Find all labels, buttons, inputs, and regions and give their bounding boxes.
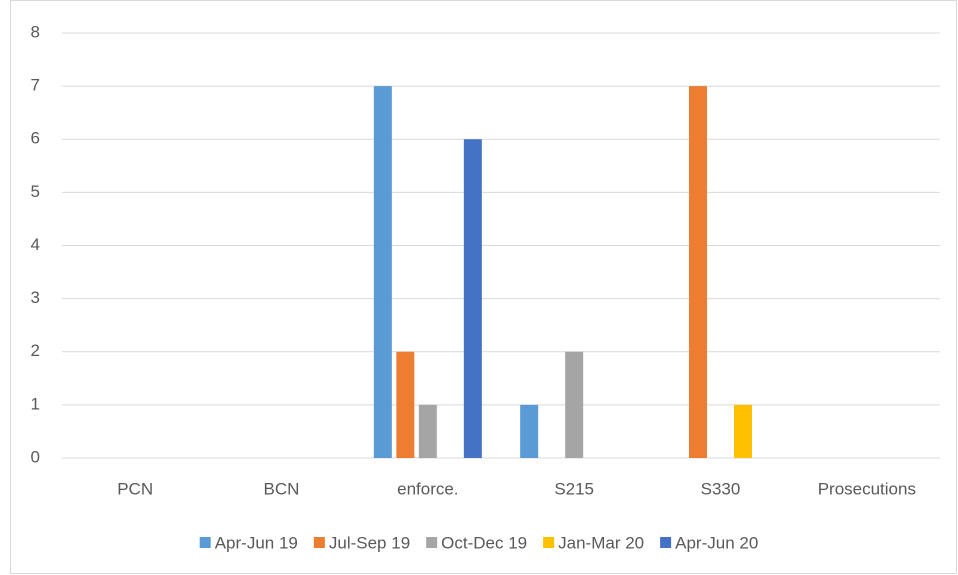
bar xyxy=(463,139,482,458)
bar xyxy=(689,86,707,458)
y-tick-label: 8 xyxy=(31,22,40,41)
y-tick-label: 7 xyxy=(31,76,40,95)
x-tick-label: S215 xyxy=(554,479,594,498)
legend-label: Apr-Jun 20 xyxy=(675,533,758,552)
y-tick-label: 0 xyxy=(31,447,40,466)
bar xyxy=(520,404,539,458)
x-tick-label: S330 xyxy=(701,479,741,498)
x-tick-label: Prosecutions xyxy=(818,479,916,498)
x-tick-label: enforce. xyxy=(397,479,458,498)
legend-label: Jul-Sep 19 xyxy=(329,533,410,552)
legend-swatch xyxy=(543,537,555,548)
bar xyxy=(565,351,584,458)
bar xyxy=(418,404,437,458)
bar xyxy=(396,351,415,458)
chart-frame xyxy=(10,0,957,574)
x-tick-label: BCN xyxy=(264,479,300,498)
y-tick-label: 4 xyxy=(31,235,40,254)
legend-swatch xyxy=(660,537,672,548)
bar xyxy=(373,86,392,458)
y-tick-label: 2 xyxy=(31,341,40,360)
y-tick-label: 1 xyxy=(31,394,40,413)
legend-swatch xyxy=(199,537,211,548)
legend-label: Jan-Mar 20 xyxy=(558,533,644,552)
bar xyxy=(734,404,752,458)
y-tick-label: 6 xyxy=(31,129,40,148)
y-tick-label: 5 xyxy=(31,182,40,201)
legend-label: Apr-Jun 19 xyxy=(215,533,298,552)
legend-label: Oct-Dec 19 xyxy=(441,533,527,552)
legend-swatch xyxy=(313,537,325,548)
x-tick-label: PCN xyxy=(117,479,153,498)
legend-swatch xyxy=(426,537,438,548)
y-tick-label: 3 xyxy=(31,288,40,307)
